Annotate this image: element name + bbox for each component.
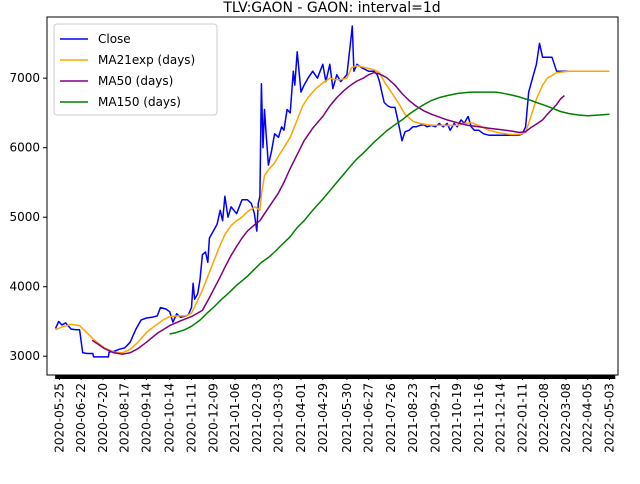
series-line-3 [169,91,610,335]
x-tick-label-17: 2021-09-21 [428,383,442,453]
series-line-0 [54,25,610,358]
y-tick-label-4: 7000 [9,71,40,85]
x-axis: 2020-05-25 2020-06-22 2020-07-20 2020-08-17… [52,375,617,453]
x-tick-label-5: 2020-10-14 [163,383,177,453]
legend-box [53,23,218,116]
x-minor-ticks [55,375,616,379]
legend-label-3: MA150 (days) [98,95,181,109]
x-tick-label-22: 2022-02-08 [537,383,551,453]
plot-lines [54,25,610,358]
legend-label-0: Close [98,32,131,46]
x-tick-label-15: 2021-07-26 [384,383,398,453]
x-tick-label-6: 2020-11-11 [185,383,199,453]
x-tick-label-10: 2021-03-03 [272,383,286,453]
x-tick-label-3: 2020-08-17 [118,383,132,453]
x-tick-label-0: 2020-05-25 [52,383,66,453]
x-tick-label-7: 2020-12-09 [206,383,220,453]
y-tick-label-3: 6000 [9,141,40,155]
legend-label-2: MA50 (days) [98,74,173,88]
y-tick-label-0: 3000 [9,349,40,363]
x-tick-label-20: 2021-12-14 [494,383,508,453]
x-tick-label-16: 2021-08-23 [406,383,420,453]
x-tick-label-1: 2020-06-22 [74,383,88,453]
x-tick-label-4: 2020-09-14 [139,383,153,453]
y-tick-label-1: 4000 [9,280,40,294]
x-tick-label-23: 2022-03-08 [559,383,573,453]
x-tick-label-14: 2021-06-27 [362,383,376,453]
x-tick-label-21: 2022-01-11 [515,383,529,453]
y-tick-label-2: 5000 [9,210,40,224]
x-tick-label-12: 2021-04-29 [316,383,330,453]
x-tick-label-19: 2021-11-16 [472,383,486,453]
x-tick-label-2: 2020-07-20 [96,383,110,453]
x-tick-label-18: 2021-10-19 [450,383,464,453]
x-tick-label-11: 2021-04-01 [294,383,308,453]
series-line-1 [55,64,610,354]
x-tick-label-25: 2022-05-03 [603,383,617,453]
chart-title: TLV:GAON - GAON: interval=1d [222,0,440,16]
legend-label-1: MA21exp (days) [98,53,195,67]
legend: Close MA21exp (days) MA50 (days) MA150 (day… [53,23,218,116]
x-tick-label-24: 2022-04-05 [581,383,595,453]
x-tick-label-8: 2021-01-06 [228,383,242,453]
x-tick-label-9: 2021-02-03 [250,383,264,453]
x-tick-label-13: 2021-05-30 [340,383,354,453]
series-line-2 [91,71,565,355]
y-axis: 3000 4000 5000 6000 7000 [9,71,47,363]
